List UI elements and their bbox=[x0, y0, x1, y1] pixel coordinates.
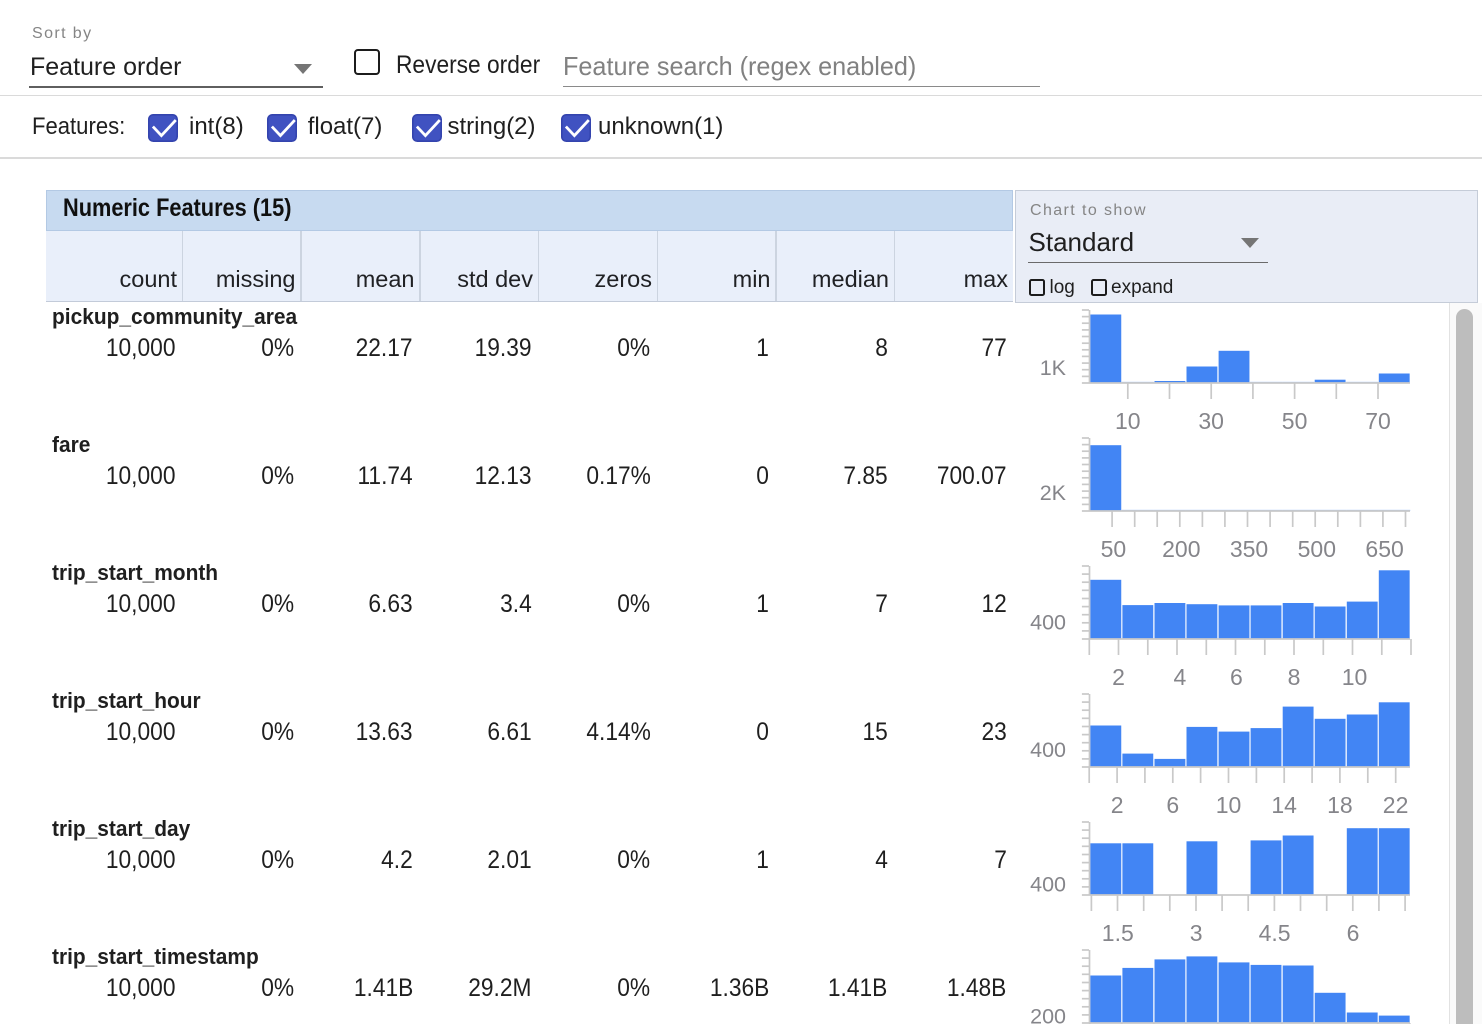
svg-text:6: 6 bbox=[1230, 664, 1243, 690]
svg-text:18: 18 bbox=[1327, 792, 1353, 818]
svg-text:400: 400 bbox=[1030, 873, 1066, 897]
svg-text:6: 6 bbox=[1347, 920, 1360, 946]
svg-text:6: 6 bbox=[1166, 792, 1179, 818]
svg-text:4.5: 4.5 bbox=[1259, 920, 1291, 946]
svg-text:1.5: 1.5 bbox=[1102, 920, 1134, 946]
svg-text:3: 3 bbox=[1190, 920, 1203, 946]
svg-text:650: 650 bbox=[1365, 536, 1403, 562]
svg-text:200: 200 bbox=[1030, 1005, 1066, 1024]
svg-text:8: 8 bbox=[1288, 664, 1301, 690]
svg-text:10: 10 bbox=[1216, 792, 1242, 818]
svg-text:14: 14 bbox=[1271, 792, 1297, 818]
svg-text:350: 350 bbox=[1230, 536, 1268, 562]
svg-text:500: 500 bbox=[1298, 536, 1336, 562]
svg-text:1K: 1K bbox=[1040, 356, 1067, 380]
svg-text:400: 400 bbox=[1030, 611, 1066, 635]
svg-text:2K: 2K bbox=[1040, 481, 1067, 505]
svg-text:200: 200 bbox=[1162, 536, 1200, 562]
svg-text:70: 70 bbox=[1365, 408, 1391, 434]
svg-text:2: 2 bbox=[1111, 792, 1124, 818]
svg-text:2: 2 bbox=[1112, 664, 1125, 690]
svg-text:50: 50 bbox=[1282, 408, 1308, 434]
svg-text:10: 10 bbox=[1115, 408, 1141, 434]
svg-text:4: 4 bbox=[1174, 664, 1187, 690]
svg-text:30: 30 bbox=[1198, 408, 1224, 434]
svg-text:22: 22 bbox=[1383, 792, 1409, 818]
svg-text:50: 50 bbox=[1101, 536, 1127, 562]
svg-text:400: 400 bbox=[1030, 738, 1066, 762]
svg-text:10: 10 bbox=[1342, 664, 1368, 690]
